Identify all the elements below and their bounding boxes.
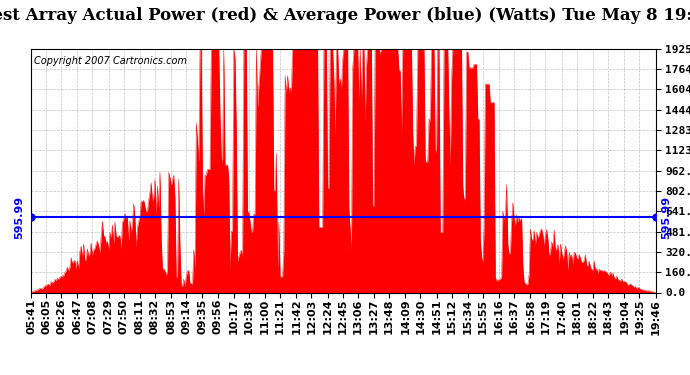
Text: Copyright 2007 Cartronics.com: Copyright 2007 Cartronics.com	[34, 56, 187, 66]
Text: 595.99: 595.99	[661, 195, 671, 238]
Text: West Array Actual Power (red) & Average Power (blue) (Watts) Tue May 8 19:54: West Array Actual Power (red) & Average …	[0, 8, 690, 24]
Text: 595.99: 595.99	[14, 195, 24, 238]
